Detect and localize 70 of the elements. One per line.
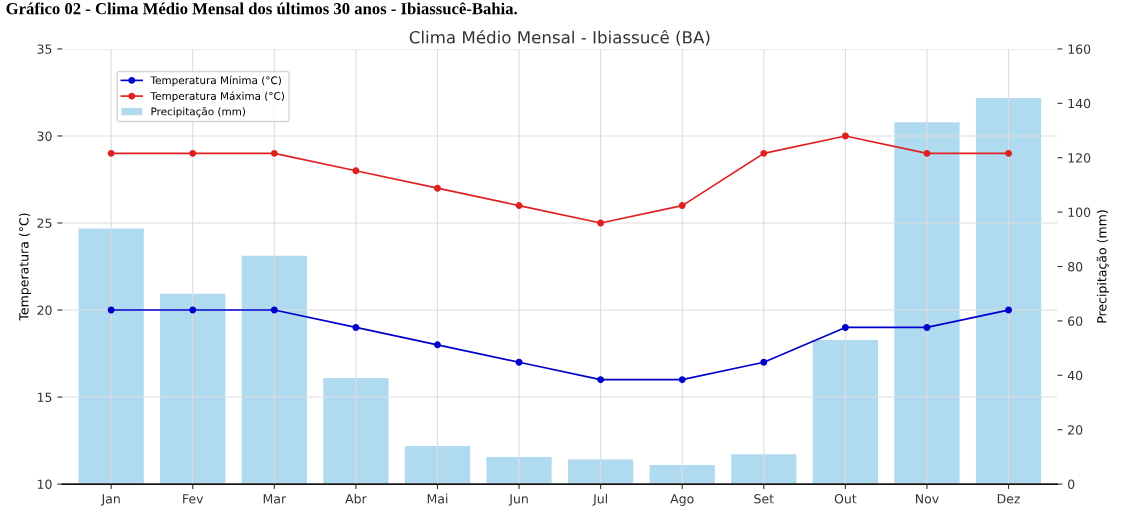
- point: [107, 149, 115, 157]
- y2-tick-label: 60: [1068, 316, 1083, 326]
- bar: [323, 378, 389, 485]
- x-tick-label: Nov: [915, 494, 939, 504]
- point: [352, 323, 360, 331]
- point: [107, 306, 115, 314]
- bar: [975, 97, 1042, 485]
- y2-tick-label: 100: [1068, 207, 1091, 218]
- x-tick-label: Mai: [427, 493, 448, 504]
- point: [270, 149, 278, 157]
- x-tick-label: Abr: [345, 493, 367, 504]
- legend-label: Temperatura Máxima (°C): [150, 91, 284, 102]
- y-axis-title: Temperatura (°C): [18, 213, 32, 321]
- chart-title: Gráfico 02 - Clima Médio Mensal dos últimos 30 anos - Ibiassucê-Bahia.: [6, 2, 517, 15]
- point: [515, 202, 523, 210]
- y2-tick-label: 80: [1068, 261, 1083, 272]
- bar: [731, 454, 797, 485]
- bar: [160, 293, 226, 485]
- point: [1005, 149, 1013, 157]
- point: [678, 202, 686, 210]
- bar: [78, 228, 144, 485]
- x-tick-label: Fev: [183, 494, 204, 504]
- x-tick-label: Jul: [592, 493, 607, 506]
- bar: [404, 446, 471, 485]
- point: [597, 219, 605, 227]
- y2-tick-label: 0: [1068, 479, 1075, 490]
- y-tick-label: 20: [37, 305, 52, 315]
- x-tick-label: Dez: [997, 494, 1020, 504]
- point: [434, 341, 441, 349]
- y-tick-label: 30: [37, 131, 52, 141]
- point: [1005, 306, 1013, 314]
- bar: [649, 465, 715, 485]
- legend-label: Precipitação (mm): [151, 107, 245, 118]
- bar: [241, 255, 307, 485]
- x-tick-label: Ago: [670, 494, 694, 506]
- bar: [812, 339, 879, 485]
- bar: [568, 459, 634, 485]
- point: [270, 306, 278, 314]
- y2-tick-label: 40: [1067, 370, 1083, 381]
- point: [923, 149, 931, 157]
- chart-subtitle: Clima Médio Mensal - Ibiassucê (BA): [409, 30, 710, 46]
- y2-tick-label: 140: [1068, 98, 1091, 109]
- y2-tick-label: 160: [1068, 44, 1091, 54]
- x-tick-label: Jan: [100, 494, 120, 506]
- point: [597, 376, 605, 384]
- point: [352, 167, 360, 175]
- x-tick-label: Out: [834, 494, 857, 504]
- point: [434, 184, 441, 192]
- y-tick-label: 35: [37, 44, 52, 54]
- y2-tick-label: 120: [1068, 153, 1091, 163]
- y-tick-label: 25: [37, 218, 52, 228]
- point: [515, 358, 523, 366]
- bar: [894, 122, 960, 485]
- y2-axis-title: Precipitação (mm): [1096, 210, 1109, 323]
- point: [841, 323, 849, 331]
- point: [678, 376, 686, 384]
- point: [189, 149, 197, 157]
- point: [923, 323, 931, 331]
- x-tick-label: Mar: [263, 494, 287, 504]
- point: [841, 132, 849, 140]
- x-tick-label: Jun: [508, 494, 528, 506]
- x-tick-label: Set: [754, 494, 774, 504]
- point: [760, 149, 768, 157]
- y-tick-label: 10: [37, 479, 52, 490]
- y2-tick-label: 20: [1068, 425, 1083, 435]
- legend-label: Temperatura Mínima (°C): [150, 75, 281, 87]
- y-tick-label: 15: [37, 392, 52, 402]
- point: [760, 358, 768, 366]
- bar: [486, 456, 552, 485]
- point: [189, 306, 197, 314]
